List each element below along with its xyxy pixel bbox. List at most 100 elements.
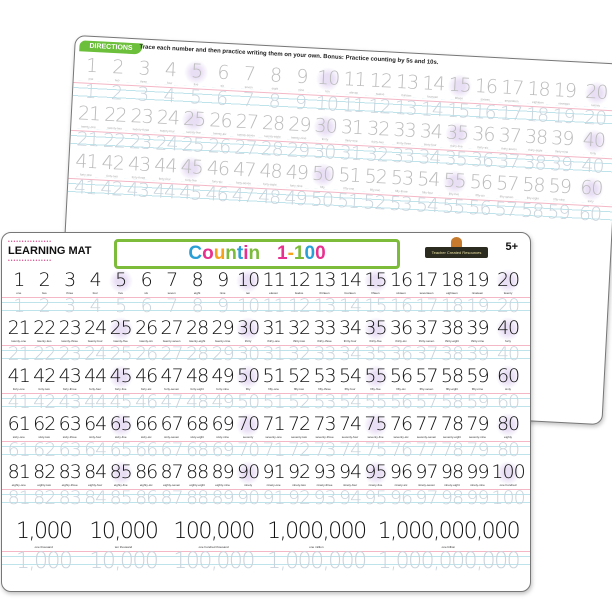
- count-by-five-highlight: [108, 413, 133, 437]
- trace-number: 72: [287, 439, 311, 461]
- number-word: sixty: [505, 387, 512, 391]
- number-cell: 98 ninety-eight 98: [439, 461, 464, 509]
- number-word: eighty-three: [61, 483, 78, 487]
- trace-number: 55: [364, 391, 387, 413]
- number: 87: [160, 461, 184, 483]
- trace-number: 48: [186, 391, 209, 413]
- number: 2: [111, 56, 124, 79]
- number-cell: 31 thirty-one 31: [337, 116, 366, 165]
- number: 50: [237, 365, 260, 387]
- number: 1: [13, 269, 25, 291]
- number: 55: [364, 365, 387, 387]
- trace-number: 1,000,000: [267, 549, 367, 574]
- large-number-row: 1,000 one thousand 1,000 10,000 ten thousand…: [6, 519, 526, 575]
- trace-number: 28: [186, 343, 209, 365]
- trace-number: 26: [135, 343, 158, 365]
- number: 83: [58, 461, 82, 483]
- number: 16: [474, 75, 498, 99]
- number-cell: 19 nineteen 19: [550, 79, 579, 128]
- title-letter: 0: [315, 243, 326, 264]
- trace-number: 98: [440, 487, 464, 509]
- number-cell: 69 sixty-nine 69: [210, 413, 235, 461]
- number-word: thirty-six: [395, 339, 407, 343]
- number-word: ninety-eight: [444, 483, 460, 487]
- trace-number: 13: [394, 96, 418, 120]
- number-cell: 58 fifty-eight 58: [518, 174, 547, 223]
- number-word: seventy-six: [393, 435, 409, 439]
- trace-number: 46: [204, 183, 229, 207]
- number: 44: [153, 154, 178, 178]
- number-cell: 65 sixty-five 65: [108, 413, 133, 461]
- trace-number: 68: [186, 439, 209, 461]
- trace-number: 56: [389, 391, 413, 413]
- number: 29: [211, 317, 235, 339]
- trace-number: 45: [109, 391, 133, 413]
- trace-number: 4: [89, 295, 102, 317]
- number-cell: 37 thirty-seven 37: [495, 124, 524, 173]
- number-word: fifty-four: [344, 387, 356, 391]
- number-cell: 90 ninety 90: [235, 461, 260, 509]
- trace-number: 62: [33, 439, 56, 461]
- number-cell: 23 twenty-three 23: [57, 317, 82, 365]
- number-cell: 8 eight 8: [184, 269, 209, 317]
- number: 75: [364, 413, 387, 435]
- number: 20: [496, 269, 520, 291]
- number: 8: [269, 64, 282, 87]
- trace-number: 7: [166, 295, 178, 317]
- number: 36: [471, 122, 496, 147]
- trace-number: 19: [466, 295, 489, 317]
- trace-number: 60: [496, 391, 520, 413]
- number-cell: 47 forty-seven 47: [229, 158, 258, 207]
- number-cell: 97 ninety-seven 97: [414, 461, 439, 509]
- number: 90: [237, 461, 260, 483]
- number-word: forty-six: [140, 387, 152, 391]
- number: 13: [313, 269, 336, 291]
- trace-number: 92: [287, 487, 311, 509]
- trace-number: 12: [287, 295, 311, 317]
- number-cell: 34 thirty-four 34: [416, 120, 445, 169]
- number: 25: [182, 107, 206, 131]
- number-cell: 26 twenty-six 26: [133, 317, 158, 365]
- number: 42: [33, 365, 56, 387]
- number-cell: 32 thirty-two 32: [286, 317, 311, 365]
- number-cell: 27 twenty-seven 27: [159, 317, 184, 365]
- number-cell: 93 ninety-three 93: [312, 461, 337, 509]
- number: 74: [338, 413, 362, 435]
- number-word: thirty-seven: [418, 339, 435, 343]
- number: 37: [498, 124, 522, 148]
- number: 91: [262, 461, 285, 483]
- number-word: eighty-nine: [215, 483, 230, 487]
- number: 77: [415, 413, 438, 435]
- number: 11: [262, 269, 285, 291]
- trace-number: 100: [491, 487, 525, 509]
- number: 48: [186, 365, 209, 387]
- number-cell: 7 seven 7: [159, 269, 184, 317]
- trace-number: 67: [160, 439, 184, 461]
- number-word: fifty-one: [268, 387, 279, 391]
- number: 6: [216, 61, 230, 85]
- number: 67: [160, 413, 184, 435]
- number-word: seventy-four: [341, 435, 359, 439]
- number-word: twenty-two: [37, 339, 52, 343]
- count-by-five-highlight: [108, 317, 133, 341]
- number-cell: 54 fifty-four 54: [413, 168, 442, 217]
- trace-number: 2: [110, 81, 123, 105]
- number-word: fifty-five: [370, 387, 381, 391]
- directions-badge: DIRECTIONS: [79, 40, 143, 55]
- trace-number: 3: [64, 295, 76, 317]
- number-word: thirty-eight: [444, 339, 459, 343]
- number-cell: 48 forty-eight 48: [184, 365, 209, 413]
- number-cell: 36 thirty-six 36: [468, 123, 497, 172]
- number-cell: 29 twenty-nine 29: [284, 113, 313, 162]
- trace-number: 89: [211, 487, 235, 509]
- trace-number: 16: [389, 295, 413, 317]
- number: 60: [496, 365, 520, 387]
- number: 12: [287, 269, 311, 291]
- number: 4: [89, 269, 102, 291]
- trace-number: 44: [84, 391, 107, 413]
